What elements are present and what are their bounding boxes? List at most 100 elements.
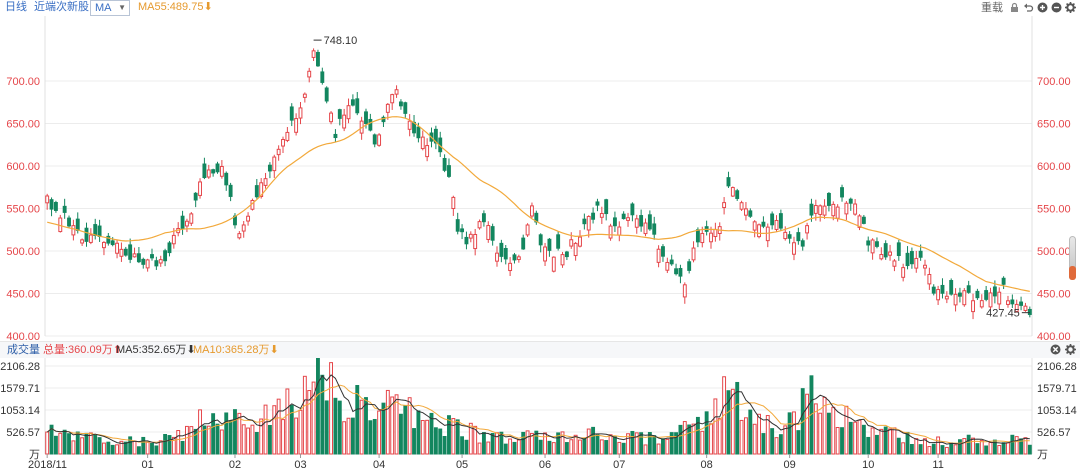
volume-bar	[835, 426, 840, 455]
volume-bar	[184, 425, 189, 455]
lock-icon[interactable]	[1009, 2, 1020, 13]
volume-tools	[1050, 344, 1076, 355]
y-tick-label-left: 500.00	[6, 246, 40, 258]
volume-bar	[604, 440, 609, 455]
candle-body	[639, 215, 644, 227]
candle-body	[272, 156, 277, 172]
volume-bar	[75, 431, 80, 455]
candle-body	[626, 217, 630, 221]
candle-body	[809, 203, 814, 216]
volume-bar	[464, 439, 469, 455]
candle-body	[88, 234, 93, 243]
volume-bar	[259, 418, 264, 455]
volume-bar	[853, 421, 858, 455]
volume-bar	[796, 430, 801, 455]
candle-body	[320, 71, 325, 83]
settings-gear-icon[interactable]	[1065, 1, 1076, 13]
volume-bar	[460, 436, 465, 455]
ma55-line	[47, 116, 1030, 292]
reset-button[interactable]: 重载	[981, 2, 1003, 14]
ma5-volume-readout: MA5:352.65万⬇	[116, 344, 196, 357]
candle-body	[564, 251, 569, 258]
close-icon[interactable]	[1050, 344, 1061, 355]
candle-body	[154, 260, 159, 267]
candle-body	[866, 240, 871, 246]
candle-body	[420, 136, 425, 150]
adjust-mode-link[interactable]: 近端次新股	[34, 1, 89, 13]
zoom-out-icon[interactable]	[1051, 2, 1062, 13]
volume-bar	[739, 419, 744, 455]
ma5-volume-value: MA5:352.65万	[116, 344, 187, 356]
candle-body	[940, 284, 945, 294]
volume-bar	[770, 428, 775, 455]
volume-y-tick-right: 1053.14	[1037, 405, 1077, 417]
candle-body	[909, 251, 914, 265]
indicator-select[interactable]: MA ▼	[90, 0, 130, 16]
candle-body	[682, 284, 687, 298]
candle-body	[573, 242, 578, 257]
period-daily-tab[interactable]: 日线	[5, 1, 27, 13]
candle-body	[634, 218, 639, 228]
volume-bar	[630, 430, 635, 455]
candle-body	[661, 246, 665, 257]
volume-bar	[455, 419, 460, 455]
volume-bar	[447, 415, 451, 455]
candle-body	[398, 101, 403, 107]
volume-bar	[931, 443, 936, 455]
volume-bar	[634, 432, 639, 455]
volume-bar	[267, 424, 272, 455]
candle-body	[1006, 300, 1010, 305]
arrow-down-icon: ⬇	[203, 1, 213, 13]
x-tick-label: 10	[862, 459, 874, 471]
candle-body	[923, 264, 927, 269]
volume-bar	[717, 418, 722, 455]
candle-body	[503, 247, 508, 260]
x-tick-label: 01	[142, 459, 154, 471]
volume-bar	[1006, 442, 1010, 455]
candle-body	[665, 261, 670, 271]
candle-body	[735, 190, 740, 199]
candle-body	[163, 250, 168, 262]
volume-bar	[678, 424, 683, 455]
candle-body	[486, 225, 491, 240]
candle-body	[621, 213, 626, 220]
volume-bar	[451, 418, 456, 455]
volume-bar	[394, 394, 399, 455]
volume-chart[interactable]: 万 万 526.57 526.57 1053.14 1053.14 1579.71 1579.…	[0, 358, 1080, 471]
min-annotation-label: 427.45	[986, 308, 1020, 320]
volume-bar	[385, 389, 390, 455]
settings-gear-icon[interactable]	[1065, 344, 1076, 355]
volume-bar	[254, 431, 259, 455]
volume-bar	[377, 410, 382, 455]
ma10-volume-value: MA10:365.28万	[193, 344, 270, 356]
candle-body	[739, 202, 744, 210]
undo-icon[interactable]	[1023, 2, 1034, 13]
candle-body	[123, 248, 128, 256]
candle-body	[333, 133, 338, 139]
candle-body	[394, 89, 399, 95]
volume-header: 成交量 总量:360.09万⬆ MA5:352.65万⬇ MA10:365.28…	[0, 341, 1080, 358]
x-tick-label: 06	[539, 459, 551, 471]
candle-body	[97, 225, 102, 237]
volume-bar	[359, 399, 364, 455]
candlestick-chart[interactable]: 400.00 400.00 450.00 450.00 500.00 500.00 550.…	[0, 16, 1080, 341]
volume-bar	[652, 435, 657, 455]
volume-bar	[909, 443, 914, 455]
volume-bar	[176, 430, 181, 455]
candle-body	[442, 157, 447, 171]
volume-bar	[84, 432, 89, 455]
zoom-scroll-knob[interactable]	[1069, 266, 1076, 280]
candle-body	[246, 215, 251, 222]
volume-bar	[1014, 436, 1019, 455]
candle-body	[979, 300, 984, 308]
volume-y-tick-right: 2106.28	[1037, 361, 1077, 373]
candle-body	[180, 215, 185, 229]
zoom-in-icon[interactable]	[1037, 2, 1048, 13]
candle-body	[224, 172, 229, 186]
volume-bar	[350, 417, 355, 455]
volume-bar	[516, 439, 521, 455]
volume-bar	[228, 420, 233, 455]
volume-bar	[551, 442, 556, 455]
volume-bar	[364, 397, 368, 455]
candle-body	[433, 128, 438, 144]
